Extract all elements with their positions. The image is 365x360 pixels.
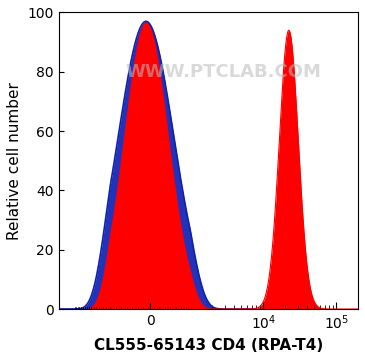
- Y-axis label: Relative cell number: Relative cell number: [7, 82, 22, 240]
- Text: WWW.PTCLAB.COM: WWW.PTCLAB.COM: [126, 63, 321, 81]
- X-axis label: CL555-65143 CD4 (RPA-T4): CL555-65143 CD4 (RPA-T4): [94, 338, 323, 353]
